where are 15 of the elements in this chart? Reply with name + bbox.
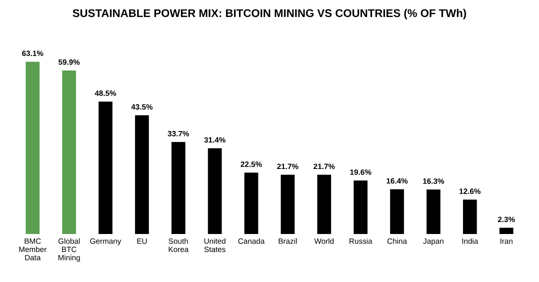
bar	[426, 190, 440, 234]
bar	[26, 62, 40, 234]
chart-title: SUSTAINABLE POWER MIX: BITCOIN MINING VS COUNTRIES (% OF TWh)	[72, 8, 466, 20]
bar	[462, 200, 477, 234]
bar	[280, 174, 295, 234]
bar	[244, 172, 258, 234]
bar	[499, 228, 514, 234]
bar	[135, 115, 149, 234]
bar	[354, 180, 368, 234]
bar	[62, 70, 76, 234]
bar	[390, 189, 404, 234]
bar	[98, 102, 112, 234]
bar	[208, 148, 222, 234]
bar	[171, 142, 186, 234]
bar	[317, 174, 332, 234]
